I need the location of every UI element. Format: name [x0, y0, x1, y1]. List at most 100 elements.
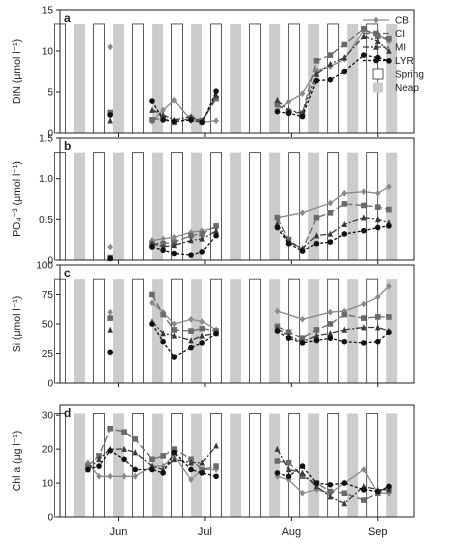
data-point-mi	[160, 330, 166, 337]
data-point-cb	[171, 320, 178, 328]
data-point-lyr	[327, 335, 334, 341]
data-point-cb	[386, 183, 392, 191]
data-point-ci	[341, 41, 348, 48]
data-point-ci	[386, 314, 392, 320]
data-point-ci	[171, 327, 178, 333]
data-point-lyr	[107, 448, 113, 454]
data-point-lyr	[361, 52, 367, 58]
data-point-lyr	[313, 240, 320, 247]
data-point-lyr	[188, 344, 194, 351]
data-point-mi	[199, 235, 205, 242]
legend-label: Neap	[395, 83, 419, 94]
neap-tide-bar	[269, 413, 281, 517]
spring-tide-bar	[288, 23, 301, 134]
data-point-ci	[386, 206, 392, 213]
data-point-lyr	[274, 328, 281, 334]
data-point-cb	[160, 106, 166, 114]
data-point-lyr	[361, 487, 367, 493]
neap-tide-bar	[152, 279, 164, 383]
data-point-ci	[213, 463, 219, 469]
data-point-mi	[149, 106, 155, 113]
spring-tide-bar	[249, 278, 262, 384]
data-point-cb	[361, 188, 367, 196]
panel-frame	[59, 137, 415, 261]
data-point-mi	[327, 230, 334, 237]
neap-tide-bar	[347, 413, 359, 517]
legend-label: CI	[395, 29, 405, 40]
data-point-ci	[327, 488, 334, 495]
y-tick-label: 10	[42, 47, 54, 58]
data-point-mi	[313, 232, 320, 239]
data-point-mi	[171, 455, 178, 463]
data-point-mi	[386, 47, 392, 54]
legend-marker-lyr	[373, 57, 379, 64]
neap-tide-bar	[74, 152, 86, 260]
series-line-cb	[151, 302, 217, 331]
neap-tide-bar	[308, 413, 320, 517]
data-point-lyr	[107, 349, 113, 356]
data-point-ci	[160, 453, 166, 459]
spring-tide-bar	[93, 23, 105, 134]
data-point-mi	[213, 91, 219, 99]
legend-marker-ci	[373, 30, 379, 37]
data-point-mi	[160, 111, 166, 118]
data-point-cb	[386, 282, 392, 290]
data-point-lyr	[341, 231, 348, 237]
data-point-lyr	[160, 247, 166, 254]
data-point-ci	[199, 325, 205, 332]
panel-b: 0 0.5 1.0 1.5 b PO₄⁻³ (μmol l⁻¹)	[11, 134, 415, 267]
data-point-ci	[313, 214, 320, 221]
data-point-lyr	[285, 335, 292, 341]
data-point-lyr	[149, 466, 155, 473]
data-point-ci	[121, 429, 127, 435]
spring-tide-bar	[93, 278, 105, 384]
data-point-ci	[327, 52, 334, 58]
data-point-ci	[299, 335, 306, 341]
data-point-cb	[132, 472, 139, 480]
y-axis-label: PO₄⁻³ (μmol l⁻¹)	[11, 161, 23, 237]
data-point-ci	[313, 58, 320, 64]
series-line-ci	[277, 313, 389, 339]
legend-label: LYR	[395, 56, 414, 67]
data-point-mi	[327, 330, 334, 337]
data-point-lyr	[149, 321, 155, 327]
neap-tide-bar	[230, 413, 242, 517]
data-point-lyr	[274, 470, 281, 476]
data-point-ci	[313, 327, 320, 333]
data-point-mi	[341, 220, 348, 228]
data-point-lyr	[327, 239, 334, 245]
data-point-ci	[374, 204, 381, 210]
data-point-ci	[285, 329, 292, 336]
data-point-lyr	[386, 223, 392, 229]
data-point-cb	[327, 199, 334, 207]
x-tick-label: Aug	[282, 526, 302, 538]
data-point-ci	[327, 321, 334, 327]
data-point-lyr	[374, 338, 381, 345]
data-point-mi	[313, 483, 320, 490]
panel-frame	[59, 9, 415, 134]
data-point-mi	[188, 237, 194, 244]
y-tick-label: 1.0	[39, 174, 53, 185]
neap-tide-bar	[386, 23, 398, 133]
data-point-mi	[188, 459, 194, 466]
data-point-mi	[274, 220, 281, 227]
y-tick-label: 0	[47, 256, 53, 267]
neap-tide-bar	[386, 413, 398, 517]
data-point-ci	[361, 497, 367, 503]
data-point-lyr	[85, 466, 91, 473]
neap-tide-bar	[347, 279, 359, 383]
data-point-ci	[188, 328, 194, 334]
data-point-lyr	[96, 463, 102, 469]
data-point-lyr	[374, 224, 381, 231]
panel-d: 0 10 20 30 d Chl a (μg l⁻¹)	[11, 404, 415, 524]
data-point-lyr	[199, 340, 205, 346]
data-point-lyr	[299, 463, 306, 469]
data-point-ci	[188, 232, 194, 239]
data-point-lyr	[107, 112, 113, 118]
spring-tide-bar	[249, 152, 262, 261]
data-point-lyr	[285, 473, 292, 480]
data-point-lyr	[299, 248, 306, 254]
data-point-ci	[361, 315, 367, 321]
data-point-lyr	[188, 252, 194, 258]
